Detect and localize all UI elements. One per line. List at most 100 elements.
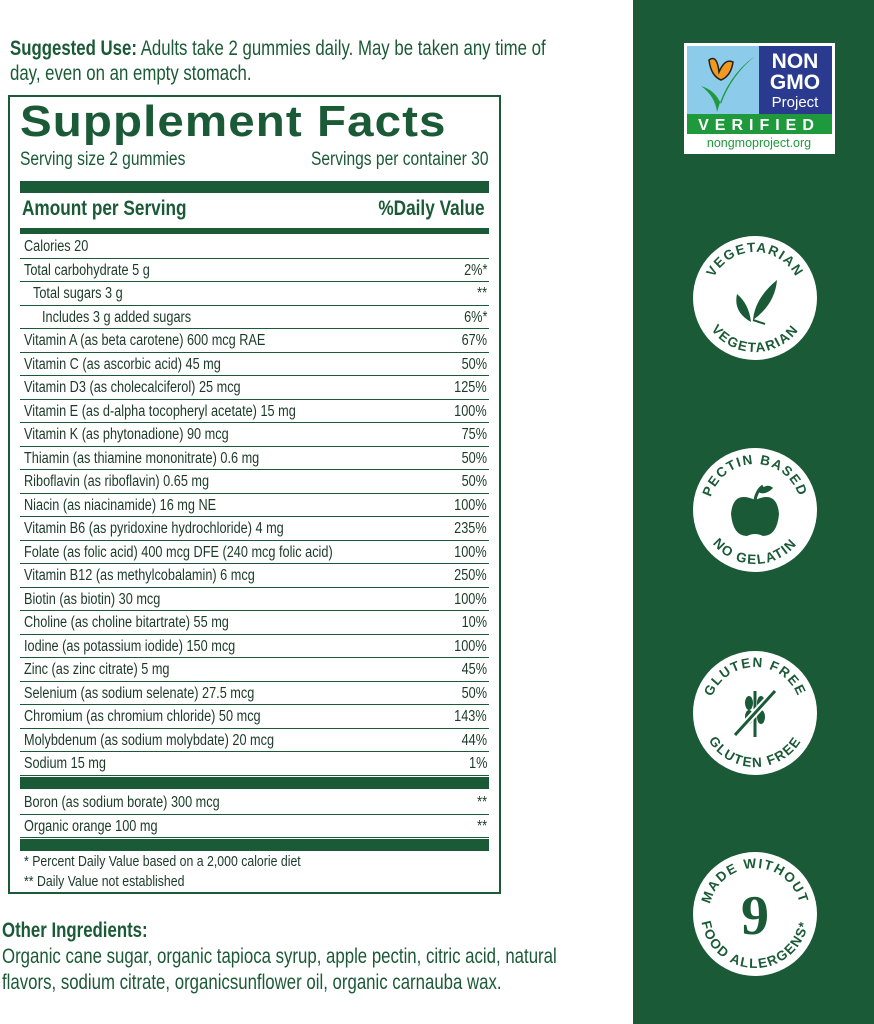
pectin-icon	[731, 484, 779, 536]
daily-value: 44%	[461, 731, 487, 749]
suggested-use-label: Suggested Use:	[10, 37, 137, 60]
non-gmo-project-logo: NON GMO Project VERIFIED nongmoproject.o…	[684, 43, 835, 154]
daily-value: 235%	[454, 520, 487, 537]
daily-value: 50%	[461, 473, 487, 490]
amount-header: Amount per Serving	[22, 197, 187, 220]
daily-value: 10%	[461, 614, 487, 631]
nutrient-name: Vitamin B6 (as pyridoxine hydrochloride)…	[24, 520, 284, 537]
allergens-badge: MADE WITHOUT FOOD ALLERGENS* 9	[692, 851, 818, 977]
daily-value: 50%	[461, 449, 487, 467]
daily-value: 67%	[461, 332, 487, 349]
nutrient-name: Molybdenum (as sodium molybdate) 20 mcg	[24, 731, 275, 749]
table-row: Vitamin C (as ascorbic acid) 45 mg 50%	[20, 353, 489, 376]
daily-value: **	[477, 817, 487, 835]
daily-value: 100%	[454, 590, 487, 608]
table-row: Vitamin D3 (as cholecalciferol) 25 mcg 12…	[20, 376, 489, 400]
daily-value: **	[477, 285, 487, 302]
daily-value: 50%	[461, 355, 487, 373]
divider	[20, 839, 489, 851]
table-row: Vitamin A (as beta carotene) 600 mcg RAE…	[20, 329, 489, 353]
table-row: Vitamin B6 (as pyridoxine hydrochloride)…	[20, 517, 489, 541]
nutrient-name: Total sugars 3 g	[33, 285, 123, 302]
nutrient-name: Folate (as folic acid) 400 mcg DFE (240 …	[24, 543, 333, 561]
footnote: * Percent Daily Value based on a 2,000 c…	[24, 853, 301, 870]
table-row: Boron (as sodium borate) 300 mcg **	[20, 791, 489, 815]
daily-value: 100%	[454, 637, 487, 655]
daily-value: 125%	[454, 379, 487, 396]
other-ingredients: Other Ingredients: Organic cane sugar, or…	[2, 918, 610, 996]
svg-text:Project: Project	[772, 94, 820, 111]
vegetarian-badge: VEGETARIAN VEGETARIAN	[692, 235, 818, 361]
nutrient-name: Iodine (as potassium iodide) 150 mcg	[24, 637, 236, 655]
nutrient-name: Zinc (as zinc citrate) 5 mg	[24, 661, 170, 678]
nutrient-name: Vitamin A (as beta carotene) 600 mcg RAE	[24, 332, 266, 349]
table-row: Choline (as choline bitartrate) 55 mg 10%	[20, 611, 489, 635]
nutrient-name: Vitamin D3 (as cholecalciferol) 25 mcg	[24, 379, 241, 396]
table-row: Chromium (as chromium chloride) 50 mcg 14…	[20, 705, 489, 729]
nine-number: 9	[741, 885, 769, 947]
table-row: Vitamin E (as d-alpha tocopheryl acetate…	[20, 400, 489, 423]
daily-value: 100%	[454, 402, 487, 420]
daily-value: 143%	[454, 708, 487, 725]
table-row: Selenium (as sodium selenate) 27.5 mcg 50…	[20, 682, 489, 705]
table-row: Calories 20	[20, 235, 489, 259]
supplement-facts-panel: Supplement Facts Serving size 2 gummies …	[8, 95, 501, 894]
nutrient-name: Vitamin B12 (as methylcobalamin) 6 mcg	[24, 567, 255, 584]
table-row: Sodium 15 mg 1%	[20, 752, 489, 776]
table-row: Riboflavin (as riboflavin) 0.65 mg 50%	[20, 470, 489, 494]
allergens-icon: 9	[741, 885, 769, 947]
nutrient-name: Chromium (as chromium chloride) 50 mcg	[24, 708, 261, 725]
facts-title: Supplement Facts	[20, 97, 447, 146]
other-ingredients-text: Organic cane sugar, organic tapioca syru…	[2, 945, 557, 994]
nutrient-name: Selenium (as sodium selenate) 27.5 mcg	[24, 684, 255, 702]
table-row: Folate (as folic acid) 400 mcg DFE (240 …	[20, 541, 489, 564]
nutrient-name: Biotin (as biotin) 30 mcg	[24, 590, 161, 608]
footnote: ** Daily Value not established	[24, 873, 185, 890]
vegetarian-icon	[736, 280, 777, 325]
other-ingredients-label: Other Ingredients:	[2, 919, 148, 942]
table-row: Vitamin K (as phytonadione) 90 mcg 75%	[20, 423, 489, 447]
table-row: Iodine (as potassium iodide) 150 mcg 100%	[20, 635, 489, 658]
table-row: Total sugars 3 g **	[20, 282, 489, 306]
table-row: Zinc (as zinc citrate) 5 mg 45%	[20, 658, 489, 682]
nutrient-name: Organic orange 100 mg	[24, 817, 158, 835]
serving-size: Serving size 2 gummies	[20, 149, 186, 170]
svg-text:VERIFIED: VERIFIED	[698, 117, 820, 134]
pectin-badge: PECTIN BASED NO GELATIN	[692, 447, 818, 573]
daily-value: 250%	[454, 567, 487, 584]
svg-text:GMO: GMO	[770, 71, 820, 94]
daily-value: 100%	[454, 543, 487, 561]
divider	[20, 777, 489, 789]
gluten-badge: GLUTEN FREE GLUTEN FREE	[692, 650, 818, 776]
nutrient-name: Calories 20	[24, 238, 89, 255]
nutrient-name: Niacin (as niacinamide) 16 mg NE	[24, 496, 217, 514]
badge-panel: NON GMO Project VERIFIED nongmoproject.o…	[633, 0, 874, 1024]
nutrient-name: Choline (as choline bitartrate) 55 mg	[24, 614, 229, 631]
suggested-use: Suggested Use: Adults take 2 gummies dai…	[10, 36, 570, 86]
nutrient-name: Total carbohydrate 5 g	[24, 261, 150, 279]
nutrient-name: Includes 3 g added sugars	[42, 308, 192, 326]
nutrient-name: Thiamin (as thiamine mononitrate) 0.6 mg	[24, 449, 260, 467]
daily-value: 100%	[454, 496, 487, 514]
gluten-icon	[732, 688, 778, 738]
daily-value: 2%*	[463, 261, 487, 279]
nutrient-name: Vitamin K (as phytonadione) 90 mcg	[24, 426, 229, 443]
svg-text:NON: NON	[772, 50, 819, 73]
table-row: Molybdenum (as sodium molybdate) 20 mcg 4…	[20, 729, 489, 752]
dv-header: %Daily Value	[378, 197, 485, 220]
suggested-use-text: Adults take 2 gummies daily. May be take…	[10, 37, 546, 85]
table-row: Total carbohydrate 5 g 2%*	[20, 259, 489, 282]
daily-value: 75%	[461, 426, 487, 443]
table-row: Includes 3 g added sugars 6%*	[20, 306, 489, 329]
servings-per-container: Servings per container 30	[311, 149, 489, 170]
daily-value: 1%	[468, 755, 487, 772]
nutrient-name: Riboflavin (as riboflavin) 0.65 mg	[24, 473, 210, 490]
table-row: Organic orange 100 mg **	[20, 815, 489, 838]
table-row: Niacin (as niacinamide) 16 mg NE 100%	[20, 494, 489, 517]
divider	[20, 228, 489, 234]
daily-value: 45%	[461, 661, 487, 678]
daily-value: **	[477, 794, 487, 811]
daily-value: 50%	[461, 684, 487, 702]
table-row: Thiamin (as thiamine mononitrate) 0.6 mg…	[20, 447, 489, 470]
nutrient-name: Vitamin E (as d-alpha tocopheryl acetate…	[24, 402, 296, 420]
